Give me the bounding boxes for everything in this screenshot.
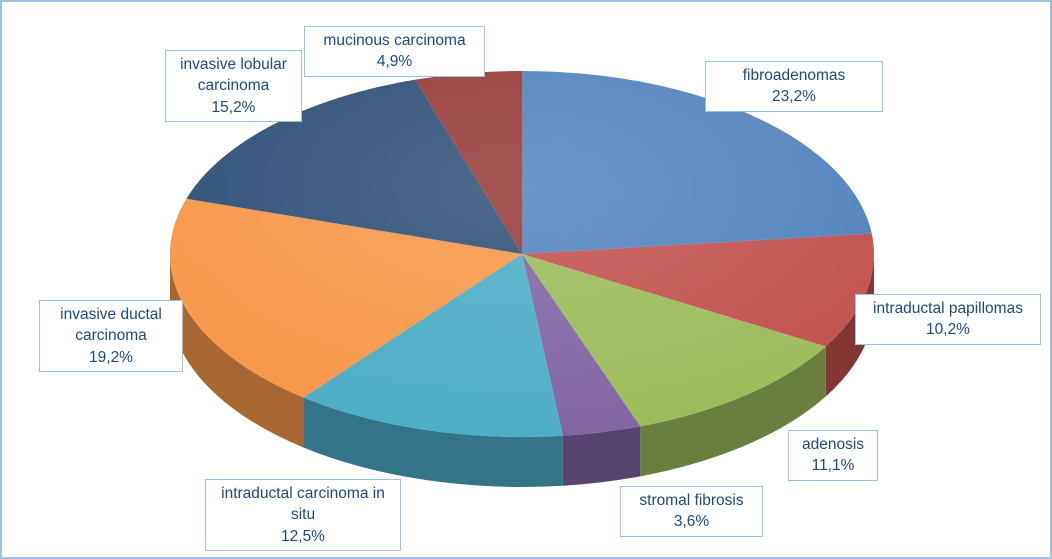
label-name: intraductal papillomas bbox=[873, 300, 1023, 317]
label-name: stromal fibrosis bbox=[639, 492, 744, 509]
label-box-intraductal-carcinoma-in-situ: intraductal carcinoma in situ 12,5% bbox=[205, 479, 401, 552]
pie-slice-side-stromal-fibrosis bbox=[562, 426, 641, 486]
label-name: intraductal carcinoma in situ bbox=[221, 485, 385, 524]
label-name: invasive lobular carcinoma bbox=[180, 56, 287, 95]
label-name: mucinous carcinoma bbox=[323, 32, 466, 49]
label-value: 19,2% bbox=[89, 348, 133, 366]
label-box-mucinous-carcinoma: mucinous carcinoma 4,9% bbox=[304, 26, 485, 77]
label-box-intraductal-papillomas: intraductal papillomas 10,2% bbox=[855, 294, 1041, 345]
label-value: 10,2% bbox=[926, 321, 970, 339]
label-value: 15,2% bbox=[211, 98, 256, 116]
label-name: adenosis bbox=[801, 436, 865, 453]
label-value: 4,9% bbox=[376, 53, 413, 71]
label-box-invasive-ductal-carcinoma: invasive ductal carcinoma 19,2% bbox=[39, 300, 183, 373]
label-name: invasive ductal carcinoma bbox=[60, 306, 162, 345]
label-value: 12,5% bbox=[281, 527, 325, 545]
pie-slices-group bbox=[170, 71, 875, 487]
label-box-adenosis: adenosis 11,1% bbox=[788, 430, 878, 481]
label-value: 11,1% bbox=[811, 457, 855, 475]
label-value: 23,2% bbox=[772, 88, 816, 106]
label-box-invasive-lobular-carcinoma: invasive lobular carcinoma 15,2% bbox=[165, 50, 302, 123]
label-box-stromal-fibrosis: stromal fibrosis 3,6% bbox=[620, 486, 763, 537]
label-box-fibroadenomas: fibroadenomas 23,2% bbox=[705, 61, 883, 112]
label-name: fibroadenomas bbox=[742, 67, 846, 84]
label-value: 3,6% bbox=[673, 513, 710, 531]
